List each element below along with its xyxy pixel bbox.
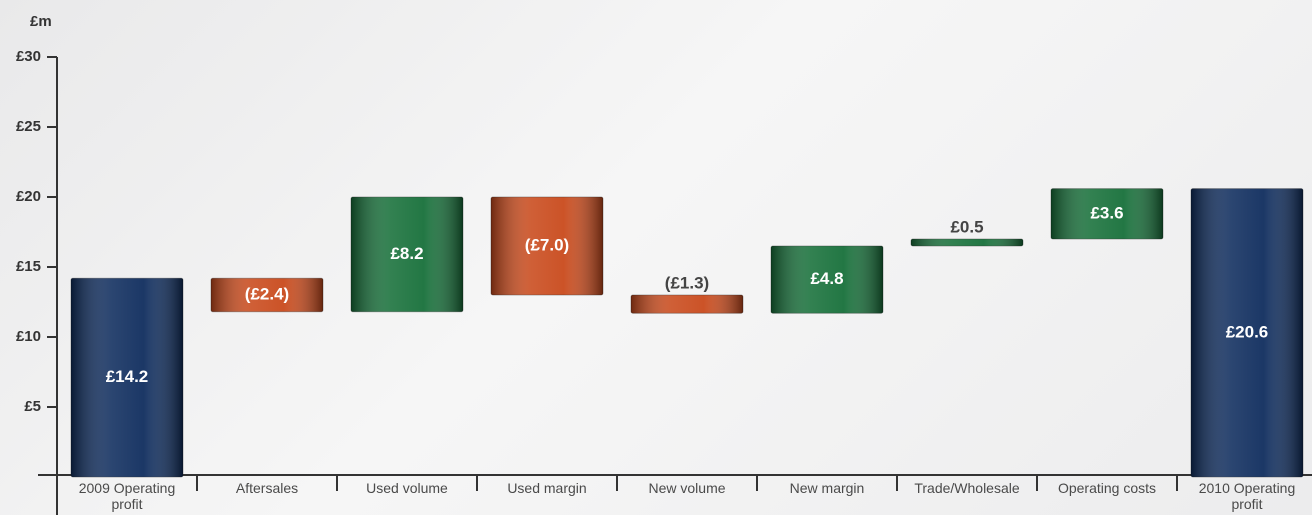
value-label: (£2.4) xyxy=(245,284,289,303)
bar-shade xyxy=(771,246,883,314)
x-tick-label: Aftersales xyxy=(235,480,299,496)
x-tick-label: 2009 Operating profit xyxy=(78,480,176,512)
x-tick-label: New margin xyxy=(789,480,865,496)
bar-shade xyxy=(631,295,743,314)
value-label: (£1.3) xyxy=(665,273,709,292)
bar-shade xyxy=(491,197,603,295)
x-tick-label: Used volume xyxy=(366,480,448,496)
y-tick-label: £10 xyxy=(16,328,41,345)
y-tick-label: £5 xyxy=(24,398,41,415)
bar-shade xyxy=(351,197,463,312)
bar-shade xyxy=(71,278,183,477)
value-label: £0.5 xyxy=(950,217,983,236)
value-label: £8.2 xyxy=(390,244,423,263)
bar-shade xyxy=(1191,188,1303,477)
x-tick-label: Trade/Wholesale xyxy=(914,480,1020,496)
x-tick-label: 2010 Operating profit xyxy=(1198,480,1296,512)
value-label: (£7.0) xyxy=(525,235,569,254)
value-label: £3.6 xyxy=(1090,203,1123,222)
bar-shade xyxy=(1051,188,1163,239)
unit-label: £m xyxy=(30,13,52,30)
value-label: £20.6 xyxy=(1226,322,1269,341)
y-tick-label: £20 xyxy=(16,188,41,205)
value-label: £4.8 xyxy=(810,269,843,288)
bar-shade xyxy=(211,278,323,312)
y-tick-label: £30 xyxy=(16,48,41,65)
y-tick-label: £15 xyxy=(16,258,41,275)
x-tick-label: Operating costs xyxy=(1057,480,1157,496)
x-tick-label: New volume xyxy=(648,480,726,496)
y-tick-label: £25 xyxy=(16,118,41,135)
x-tick-label: Used margin xyxy=(507,480,587,496)
value-label: £14.2 xyxy=(106,367,149,386)
bar-shade xyxy=(911,239,1023,246)
